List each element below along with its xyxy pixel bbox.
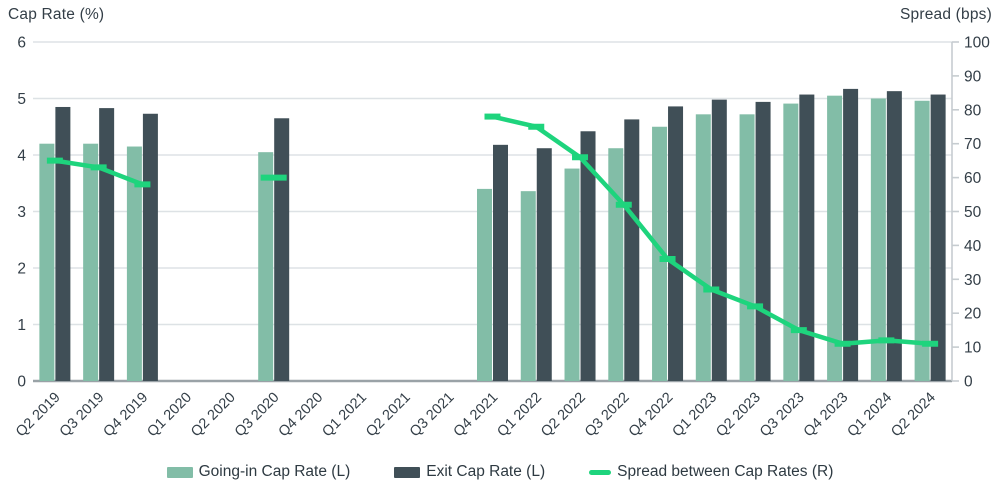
legend-label-exit: Exit Cap Rate (L) [426, 463, 546, 480]
legend-swatch-going-in [166, 466, 193, 478]
left-axis-tick-label: 1 [17, 317, 26, 334]
x-axis-label: Q2 2024 [888, 390, 939, 441]
right-axis-tick-label: 60 [964, 170, 982, 187]
x-axis-label: Q1 2024 [845, 390, 896, 441]
right-axis-tick-label: 100 [964, 35, 990, 52]
bar-going-in-cap-rate [783, 103, 799, 382]
left-axis-title: Cap Rate (%) [8, 6, 105, 23]
bar-exit-cap-rate [536, 148, 552, 381]
bar-going-in-cap-rate [695, 114, 711, 381]
bar-going-in-cap-rate [739, 114, 755, 381]
left-axis-tick-label: 4 [17, 148, 26, 165]
bar-going-in-cap-rate [520, 191, 536, 381]
x-axis-label: Q3 2022 [582, 390, 633, 441]
left-axis-tick-label: 0 [17, 374, 26, 391]
bar-exit-cap-rate [711, 99, 727, 381]
legend-label-spread: Spread between Cap Rates (R) [617, 463, 834, 480]
bar-exit-cap-rate [99, 108, 115, 381]
bar-going-in-cap-rate [126, 146, 142, 381]
right-axis-tick-label: 10 [964, 340, 982, 357]
bar-exit-cap-rate [624, 119, 640, 381]
bar-exit-cap-rate [274, 118, 290, 382]
x-axis-label: Q3 2019 [57, 390, 108, 441]
x-axis-label: Q2 2020 [188, 390, 239, 441]
bar-going-in-cap-rate [83, 143, 99, 381]
right-axis-tick-label: 0 [964, 374, 973, 391]
x-axis-label: Q4 2019 [101, 390, 152, 441]
bar-going-in-cap-rate [477, 188, 492, 381]
left-axis-tick-label: 2 [17, 261, 26, 278]
x-axis-label: Q3 2021 [407, 390, 458, 441]
bar-exit-cap-rate [55, 106, 71, 381]
right-axis-tick-label: 30 [964, 272, 982, 289]
left-axis-tick-label: 6 [17, 35, 26, 52]
left-axis-tick-label: 5 [17, 91, 26, 108]
bar-exit-cap-rate [493, 144, 508, 381]
bar-going-in-cap-rate [914, 100, 930, 381]
x-axis-label: Q3 2020 [232, 390, 283, 441]
bar-going-in-cap-rate [652, 126, 668, 381]
bar-going-in-cap-rate [827, 95, 843, 382]
x-axis-label: Q4 2023 [801, 390, 852, 441]
x-axis-label: Q1 2023 [669, 390, 720, 441]
right-axis-tick-label: 50 [964, 204, 982, 221]
x-axis-label: Q4 2020 [276, 390, 327, 441]
legend-item-spread: Spread between Cap Rates (R) [589, 463, 833, 481]
x-axis-label: Q2 2019 [13, 390, 64, 441]
bar-exit-cap-rate [580, 131, 596, 381]
legend-swatch-spread-line [589, 469, 612, 475]
x-axis-label: Q1 2020 [144, 390, 195, 441]
right-axis-title: Spread (bps) [899, 6, 992, 23]
legend-item-going-in-cap-rate: Going-in Cap Rate (L) [166, 463, 351, 481]
right-axis-tick-label: 70 [964, 136, 982, 153]
x-axis-label: Q3 2023 [757, 390, 808, 441]
x-axis-label: Q4 2022 [626, 390, 677, 441]
right-axis-tick-label: 90 [964, 68, 982, 85]
bar-exit-cap-rate [886, 91, 902, 381]
right-axis-tick-label: 40 [964, 238, 982, 255]
bar-going-in-cap-rate [258, 152, 274, 381]
legend: Going-in Cap Rate (L) Exit Cap Rate (L) … [0, 463, 1000, 481]
bar-going-in-cap-rate [564, 168, 580, 381]
bar-exit-cap-rate [843, 88, 859, 382]
bar-going-in-cap-rate [870, 98, 886, 381]
bar-exit-cap-rate [668, 106, 684, 381]
left-axis-tick-label: 3 [17, 204, 26, 221]
bar-going-in-cap-rate [608, 148, 624, 381]
bar-going-in-cap-rate [39, 143, 55, 381]
legend-swatch-exit [394, 466, 421, 478]
bar-exit-cap-rate [755, 101, 771, 381]
bar-exit-cap-rate [142, 113, 158, 381]
bar-exit-cap-rate [799, 94, 815, 382]
legend-label-going-in: Going-in Cap Rate (L) [198, 463, 351, 480]
x-axis-label: Q2 2022 [538, 390, 589, 441]
legend-item-exit-cap-rate: Exit Cap Rate (L) [394, 463, 545, 481]
right-axis-tick-label: 80 [964, 102, 982, 119]
x-axis-label: Q1 2021 [319, 390, 370, 441]
x-axis-label: Q1 2022 [494, 390, 545, 441]
x-axis-label: Q4 2021 [451, 390, 502, 441]
x-axis-label: Q2 2023 [713, 390, 764, 441]
spread-line [490, 114, 933, 346]
x-axis-label: Q2 2021 [363, 390, 414, 441]
right-axis-tick-label: 20 [964, 306, 982, 323]
bar-exit-cap-rate [930, 94, 946, 382]
